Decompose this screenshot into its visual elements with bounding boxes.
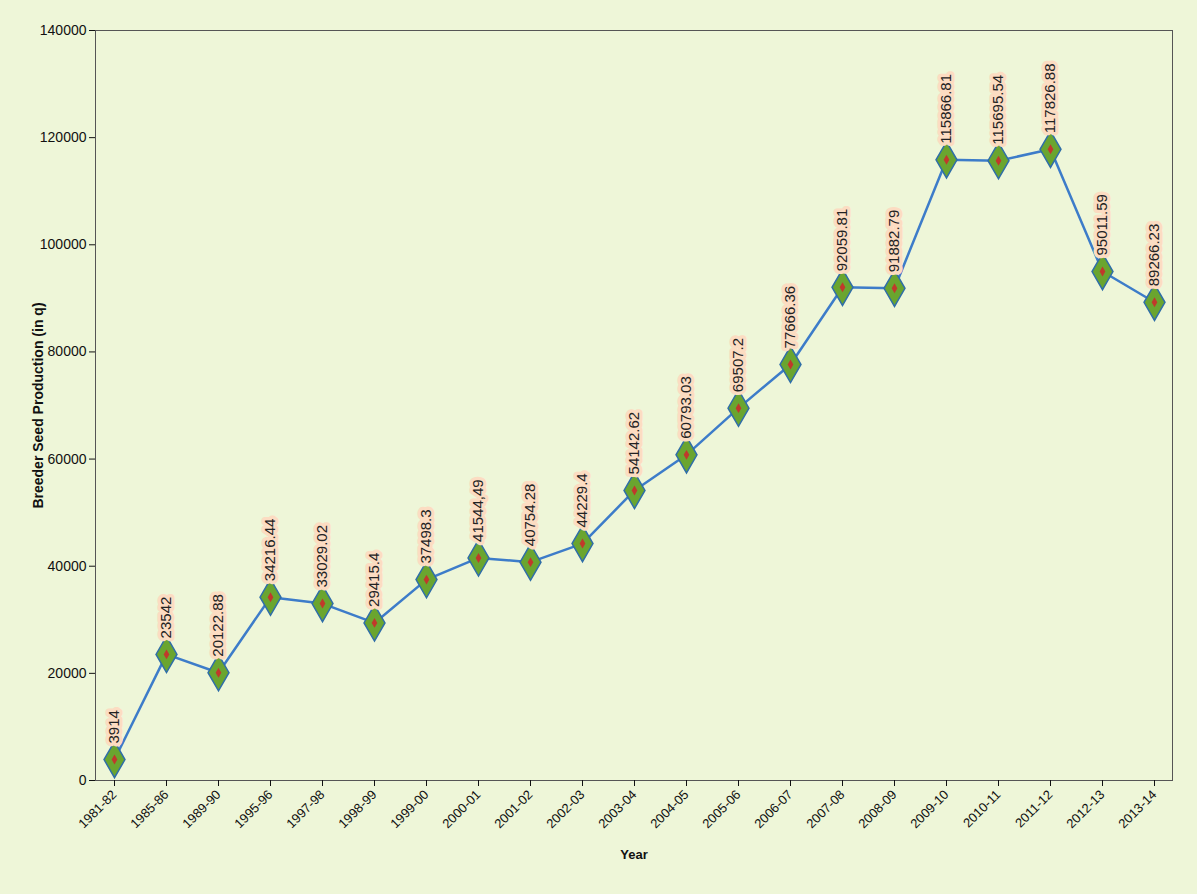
svg-text:2013-14: 2013-14 (1115, 787, 1159, 831)
svg-text:91882.79: 91882.79 (885, 210, 902, 273)
svg-text:0: 0 (79, 772, 87, 788)
svg-text:60000: 60000 (48, 451, 87, 467)
svg-text:2006-07: 2006-07 (751, 787, 795, 831)
svg-text:2012-13: 2012-13 (1063, 787, 1107, 831)
svg-text:117826.88: 117826.88 (1041, 63, 1058, 133)
svg-text:2002-03: 2002-03 (543, 787, 587, 831)
svg-text:92059.81: 92059.81 (833, 209, 850, 272)
svg-text:44229.4: 44229.4 (573, 473, 590, 527)
svg-text:40000: 40000 (48, 558, 87, 574)
svg-text:54142.62: 54142.62 (625, 412, 642, 475)
svg-text:2009-10: 2009-10 (907, 787, 951, 831)
svg-text:80000: 80000 (48, 343, 87, 359)
svg-text:2005-06: 2005-06 (699, 787, 743, 831)
svg-text:23542: 23542 (157, 597, 174, 639)
svg-text:69507.2: 69507.2 (729, 338, 746, 392)
svg-text:20000: 20000 (48, 665, 87, 681)
svg-text:2001-02: 2001-02 (491, 787, 535, 831)
svg-text:2003-04: 2003-04 (595, 787, 639, 831)
svg-text:1985-86: 1985-86 (127, 787, 171, 831)
svg-text:37498.3: 37498.3 (417, 509, 434, 563)
svg-text:20122.88: 20122.88 (209, 594, 226, 657)
svg-text:120000: 120000 (40, 129, 87, 145)
svg-text:115866.81: 115866.81 (937, 74, 954, 144)
svg-text:1998-99: 1998-99 (335, 787, 379, 831)
svg-text:2004-05: 2004-05 (647, 787, 691, 831)
svg-text:1995-96: 1995-96 (231, 787, 275, 831)
svg-text:140000: 140000 (40, 22, 87, 38)
svg-text:33029.02: 33029.02 (313, 525, 330, 588)
svg-text:41544,49: 41544,49 (469, 479, 486, 542)
svg-text:Breeder Seed Production (in q): Breeder Seed Production (in q) (30, 302, 46, 508)
svg-text:1997-98: 1997-98 (283, 787, 327, 831)
svg-text:1999-00: 1999-00 (387, 787, 431, 831)
svg-text:40754.28: 40754.28 (521, 484, 538, 547)
svg-text:2010-11: 2010-11 (960, 787, 1004, 831)
svg-text:100000: 100000 (40, 236, 87, 252)
svg-text:2011-12: 2011-12 (1012, 787, 1056, 831)
svg-text:1981-82: 1981-82 (75, 787, 119, 831)
svg-text:60793.03: 60793.03 (677, 376, 694, 439)
svg-text:2008-09: 2008-09 (855, 787, 899, 831)
svg-text:89266.23: 89266.23 (1145, 224, 1162, 287)
svg-text:29415.4: 29415.4 (365, 553, 382, 607)
svg-text:95011.59: 95011.59 (1093, 194, 1110, 255)
svg-text:34216.44: 34216.44 (261, 519, 278, 582)
svg-text:1989-90: 1989-90 (179, 787, 223, 831)
svg-text:3914: 3914 (105, 710, 122, 743)
svg-text:77666.36: 77666.36 (781, 286, 798, 349)
svg-text:2007-08: 2007-08 (803, 787, 847, 831)
svg-text:Year: Year (620, 847, 647, 862)
svg-text:115695.54: 115695.54 (989, 75, 1006, 145)
svg-text:2000-01: 2000-01 (439, 787, 483, 831)
